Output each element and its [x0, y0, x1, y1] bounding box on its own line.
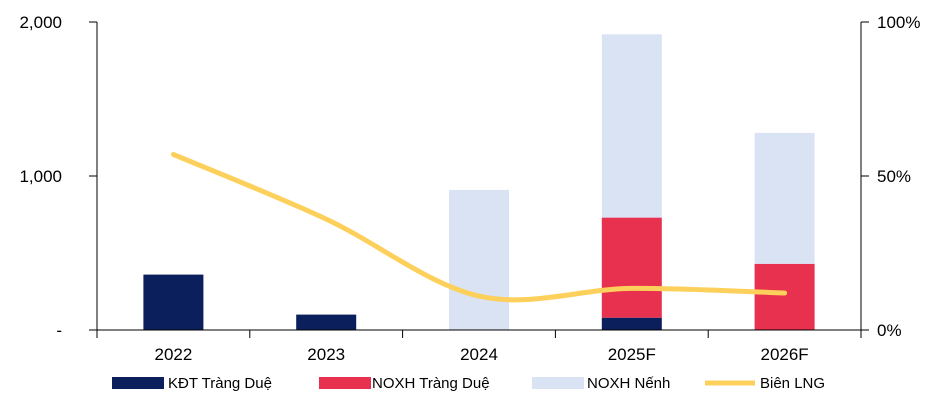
legend-swatch-k-t-tr-ng-du- — [112, 377, 164, 389]
x-axis-category-label: 2026F — [760, 345, 808, 364]
bar-noxh-n-nh-2026f — [754, 132, 815, 264]
legend-swatch-noxh-tr-ng-du- — [319, 377, 371, 389]
bar-k-t-tr-ng-du--2022 — [143, 274, 204, 330]
legend-label: NOXH Tràng Duệ — [372, 375, 490, 392]
bar-noxh-n-nh-2025f — [601, 34, 662, 218]
legend-label: NOXH Nếnh — [587, 375, 670, 392]
x-axis-category-label: 2024 — [460, 345, 498, 364]
right-axis-tick-label: 100% — [877, 13, 920, 32]
right-axis-tick-label: 50% — [877, 167, 911, 186]
legend-label: KĐT Tràng Duệ — [168, 375, 272, 392]
left-axis-tick-label: 2,000 — [19, 13, 62, 32]
bar-noxh-tr-ng-du--2026f — [754, 263, 815, 330]
legend: KĐT Tràng Duệ NOXH Tràng Duệ NOXH Nếnh Biên… — [112, 375, 825, 392]
axes-layer: - 1,000 2,000 0% 50% 100% 2022 2023 2024 2025F 202… — [19, 13, 920, 364]
legend-label: Biên LNG — [760, 375, 825, 392]
left-axis-tick-label: - — [56, 321, 62, 340]
right-axis-tick-label: 0% — [877, 321, 902, 340]
x-axis-category-label: 2025F — [608, 345, 656, 364]
x-axis-category-label: 2022 — [154, 345, 192, 364]
bar-k-t-tr-ng-du--2025f — [601, 317, 662, 330]
bar-noxh-tr-ng-du--2025f — [601, 217, 662, 318]
line-layer — [170, 151, 788, 303]
bar-noxh-n-nh-2024 — [449, 189, 509, 330]
bar-k-t-tr-ng-du--2023 — [296, 314, 357, 330]
x-axis-category-label: 2023 — [307, 345, 345, 364]
legend-swatch-noxh-n-nh — [532, 377, 584, 389]
series-line-bien-lng — [170, 151, 788, 303]
bars-layer — [143, 34, 815, 330]
left-axis-tick-label: 1,000 — [19, 167, 62, 186]
